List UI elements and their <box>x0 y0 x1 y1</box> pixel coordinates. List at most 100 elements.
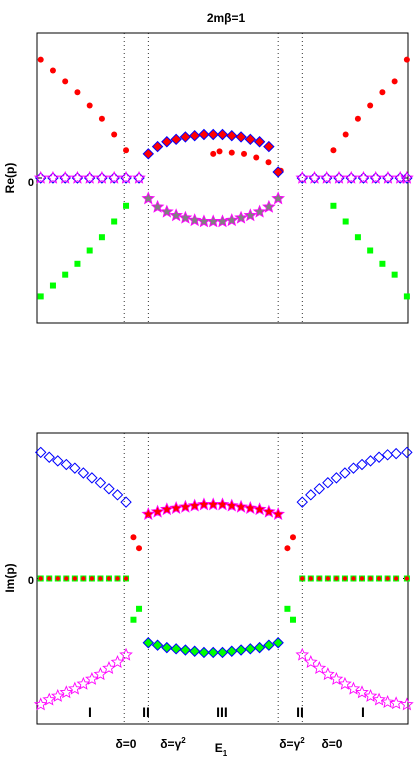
bottom-series-7-point-7 <box>98 576 103 581</box>
top-data-marks <box>33 56 414 300</box>
top-series-5-point-9 <box>295 170 310 184</box>
bottom-series-1-point-8 <box>102 661 116 675</box>
top-series-1-point-5 <box>98 234 105 241</box>
bottom-series-4-point-1 <box>136 545 143 552</box>
top-series-5-point-4 <box>82 170 97 184</box>
bottom-series-3-point-0 <box>142 637 155 649</box>
top-series-5-point-1 <box>46 170 60 184</box>
bottom-series-7-point-11 <box>300 576 305 581</box>
bottom-series-0-point-12 <box>305 489 317 501</box>
top-series-2-point-5 <box>188 130 201 142</box>
bottom-series-0-point-8 <box>103 483 115 495</box>
bottom-series-0-point-3 <box>60 458 73 471</box>
top-series-5-point-15 <box>368 170 383 184</box>
region-label-II-left: II <box>142 704 150 720</box>
top-series-3-point-4 <box>178 210 193 224</box>
top-series-0-point-3 <box>74 89 81 96</box>
top-series-0-point-4 <box>86 102 93 109</box>
region-label-III: III <box>216 704 228 720</box>
bottom-series-1-point-18 <box>355 685 369 699</box>
bottom-series-7-point-5 <box>81 576 86 581</box>
top-series-2-point-9 <box>226 130 238 142</box>
bottom-series-0-point-21 <box>381 449 394 461</box>
bottom-panel: 0 Im(p) I II III II I <box>3 432 414 725</box>
bottom-series-7-point-6 <box>89 576 95 581</box>
top-series-0-point-18 <box>367 102 374 109</box>
top-series-5-point-3 <box>70 170 85 184</box>
bottom-series-0-point-1 <box>43 451 55 463</box>
top-series-1-point-10 <box>354 234 361 241</box>
bottom-series-0-point-6 <box>86 472 98 484</box>
top-series-5-point-11 <box>319 170 334 184</box>
top-series-1-point-14 <box>403 293 410 300</box>
figure-title: 2mβ=1 <box>207 11 246 25</box>
region-label-I-right: I <box>361 704 365 720</box>
bottom-series-1-point-12 <box>303 654 318 668</box>
top-series-3-point-2 <box>160 204 174 218</box>
top-series-5-point-6 <box>107 170 121 184</box>
top-series-0 <box>37 56 410 174</box>
bottom-series-2-point-10 <box>234 499 248 513</box>
bottom-series-0-point-14 <box>322 477 334 489</box>
bottom-series-0-point-10 <box>120 496 132 508</box>
top-series-5-point-12 <box>332 170 346 184</box>
top-series-1-point-4 <box>86 247 93 254</box>
top-series-2-point-10 <box>235 131 247 143</box>
bottom-series-1-point-23 <box>400 697 414 711</box>
top-series-0-point-9 <box>216 148 223 155</box>
bottom-series-1-point-22 <box>389 696 403 710</box>
bottom-series-7-point-23 <box>404 576 410 581</box>
top-series-3-point-7 <box>206 214 221 228</box>
top-series-0-point-1 <box>49 67 56 74</box>
top-series-2-point-14 <box>272 166 284 178</box>
top-series-1-point-8 <box>330 202 337 209</box>
top-series-0-point-13 <box>265 159 272 166</box>
top-series-1-point-6 <box>111 218 118 225</box>
bottom-series-2-point-0 <box>141 507 156 521</box>
bottom-series-3-point-11 <box>244 643 257 655</box>
bottom-series-7-point-8 <box>106 576 112 581</box>
bottom-series-0-point-5 <box>77 467 90 479</box>
bottom-series-7-point-1 <box>47 576 52 581</box>
top-series-2-point-4 <box>179 131 192 143</box>
bottom-series-7-point-9 <box>115 576 120 581</box>
bottom-series-3-point-8 <box>216 646 229 659</box>
top-series-0-point-17 <box>354 115 361 122</box>
bottom-series-0-point-19 <box>364 455 377 467</box>
top-series-1-point-13 <box>391 271 398 278</box>
top-series-5 <box>33 170 414 184</box>
vline-label-gamma-left: δ=γ2 <box>160 736 186 751</box>
bottom-series-1-point-16 <box>338 676 352 690</box>
bottom-vlines <box>123 433 303 724</box>
bottom-series-1-point-2 <box>50 688 65 702</box>
top-series-5-point-0 <box>33 170 48 184</box>
bottom-series-1 <box>33 647 414 711</box>
top-series-3-point-0 <box>141 191 156 205</box>
bottom-series-1-point-20 <box>372 692 386 706</box>
bottom-series-7-point-2 <box>55 576 60 581</box>
bottom-series-7-point-22 <box>393 576 399 581</box>
bottom-series-3-point-9 <box>226 645 238 657</box>
bottom-series-0-point-17 <box>347 462 360 474</box>
top-series-3-point-6 <box>197 214 211 228</box>
bottom-series-0-point-9 <box>111 489 124 501</box>
top-series-2-point-3 <box>170 133 182 146</box>
bottom-series-3-point-5 <box>188 645 201 657</box>
bottom-series-1-point-19 <box>363 688 378 702</box>
top-series-5-point-14 <box>356 170 371 184</box>
bottom-series-3-point-12 <box>253 641 266 654</box>
bottom-series-2 <box>141 497 285 521</box>
top-series-1 <box>37 202 410 300</box>
top-ytick-zero: 0 <box>28 177 34 189</box>
top-series-0-point-15 <box>330 147 337 154</box>
bottom-series-1-point-7 <box>93 667 108 681</box>
vline-label-delta0-left: δ=0 <box>116 737 137 751</box>
top-series-0-point-11 <box>241 150 248 157</box>
top-series-0-point-21 <box>403 56 410 63</box>
bottom-series-3-point-2 <box>161 641 173 654</box>
bottom-series-1-point-11 <box>295 647 310 661</box>
bottom-series-7-point-4 <box>72 576 78 581</box>
vline-label-delta0-right: δ=0 <box>322 737 343 751</box>
bottom-series-5-point-1 <box>136 605 143 612</box>
bottom-series-2-point-7 <box>206 497 221 511</box>
